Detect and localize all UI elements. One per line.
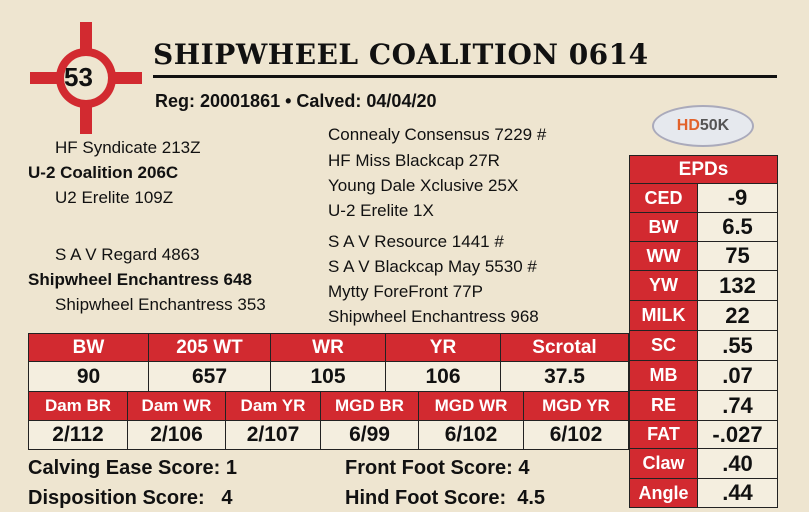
performance-header: Scrotal	[500, 333, 629, 362]
animal-name: SHIPWHEEL COALITION 0614	[153, 38, 649, 71]
epd-label: MB	[629, 360, 698, 391]
dam-record-value: 6/102	[418, 420, 524, 450]
front-foot-score: Front Foot Score: 4	[345, 457, 530, 479]
epd-value: 75	[697, 241, 778, 271]
epd-label: WW	[629, 241, 698, 271]
lot-number: 53	[64, 62, 93, 92]
performance-value: 106	[385, 361, 501, 392]
dam: Shipwheel Enchantress 648	[28, 270, 252, 289]
crosshair-icon	[30, 22, 142, 134]
performance-header: WR	[270, 333, 386, 362]
epd-value: -.027	[697, 420, 778, 449]
epd-label: FAT	[629, 420, 698, 449]
dam-record-header: MGD WR	[418, 391, 524, 421]
dam-record-value: 2/112	[28, 420, 128, 450]
dam-sire: S A V Regard 4863	[55, 245, 200, 264]
epd-label: CED	[629, 183, 698, 213]
epd-label: BW	[629, 212, 698, 242]
dam-record-header: Dam BR	[28, 391, 128, 421]
hind-foot-score: Hind Foot Score: 4.5	[345, 487, 546, 509]
epd-value: .07	[697, 360, 778, 391]
performance-header: BW	[28, 333, 149, 362]
registration-line: Reg: 20001861 • Calved: 04/04/20	[155, 91, 437, 111]
grandparent: HF Miss Blackcap 27R	[328, 151, 500, 170]
epd-value: 132	[697, 270, 778, 301]
epd-value: -9	[697, 183, 778, 213]
grandparent: S A V Blackcap May 5530 #	[328, 257, 537, 276]
dam-dam: Shipwheel Enchantress 353	[55, 295, 266, 314]
lot-badge: 53	[30, 22, 142, 134]
epd-label: Claw	[629, 448, 698, 479]
title-rule	[153, 75, 777, 78]
epd-header: EPDs	[629, 155, 778, 184]
performance-value: 90	[28, 361, 149, 392]
epd-label: RE	[629, 390, 698, 421]
epd-value: .44	[697, 478, 778, 508]
epd-label: YW	[629, 270, 698, 301]
epd-value: .40	[697, 448, 778, 479]
epd-label: SC	[629, 330, 698, 361]
dam-record-value: 2/107	[225, 420, 321, 450]
epd-value: 6.5	[697, 212, 778, 242]
performance-value: 37.5	[500, 361, 629, 392]
calving-ease-score: Calving Ease Score: 1	[28, 457, 237, 479]
epd-label: Angle	[629, 478, 698, 508]
sire-sire: HF Syndicate 213Z	[55, 138, 201, 157]
grandparent: Shipwheel Enchantress 968	[328, 307, 539, 326]
grandparent: Mytty ForeFront 77P	[328, 282, 483, 301]
grandparent: Connealy Consensus 7229 #	[328, 125, 547, 144]
grandparent: S A V Resource 1441 #	[328, 232, 504, 251]
performance-header: 205 WT	[148, 333, 271, 362]
dam-record-value: 6/102	[523, 420, 629, 450]
epd-value: 22	[697, 300, 778, 331]
grandparent: Young Dale Xclusive 25X	[328, 176, 519, 195]
hd50k-logo: HD 50K	[652, 105, 754, 147]
dam-record-header: Dam WR	[127, 391, 226, 421]
epd-value: .55	[697, 330, 778, 361]
dam-record-header: MGD YR	[523, 391, 629, 421]
performance-value: 657	[148, 361, 271, 392]
epd-value: .74	[697, 390, 778, 421]
dam-record-value: 2/106	[127, 420, 226, 450]
dam-record-value: 6/99	[320, 420, 419, 450]
performance-value: 105	[270, 361, 386, 392]
sire-dam: U2 Erelite 109Z	[55, 188, 174, 207]
dam-record-header: MGD BR	[320, 391, 419, 421]
grandparent: U-2 Erelite 1X	[328, 201, 434, 220]
sire: U-2 Coalition 206C	[28, 163, 179, 182]
performance-header: YR	[385, 333, 501, 362]
disposition-score: Disposition Score: 4	[28, 487, 233, 509]
epd-label: MILK	[629, 300, 698, 331]
dam-record-header: Dam YR	[225, 391, 321, 421]
